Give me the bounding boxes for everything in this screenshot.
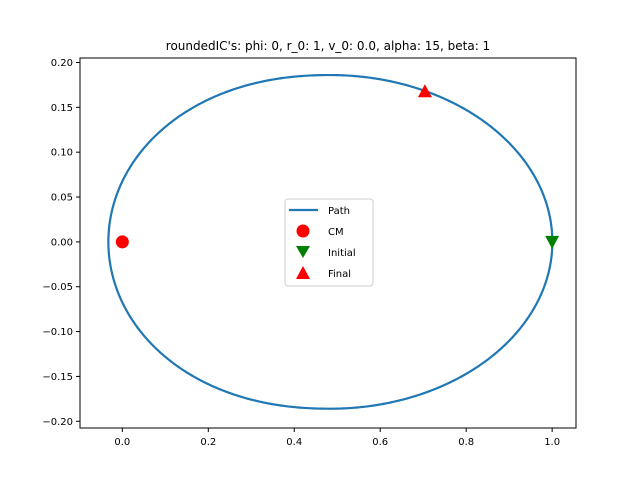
y-tick-label: 0.15: [51, 103, 73, 114]
legend-final-swatch: [296, 266, 310, 279]
marker-final: [417, 84, 432, 98]
legend-initial-swatch: [296, 246, 310, 258]
y-tick-label: −0.05: [42, 282, 73, 293]
y-tick-label: 0.20: [51, 58, 73, 69]
legend-label-initial: Initial: [328, 248, 356, 259]
legend-label-cm: CM: [328, 227, 344, 238]
chart-title: roundedIC's: phi: 0, r_0: 1, v_0: 0.0, a…: [166, 39, 490, 53]
legend-cm-swatch: [296, 224, 310, 238]
legend-label-final: Final: [328, 269, 351, 280]
plot-area: [107, 73, 560, 410]
marker-initial: [545, 235, 560, 249]
series-path-line: [107, 73, 554, 410]
marker-cm: [115, 235, 129, 249]
x-tick-label: 0.8: [458, 437, 474, 448]
y-axis-ticks: −0.20 −0.15 −0.10 −0.05 0.00 0.05 0.10 0.15 0.20: [42, 58, 80, 428]
legend: Path CM Initial Final: [284, 198, 374, 287]
x-tick-label: 1.0: [544, 437, 560, 448]
x-tick-label: 0.6: [372, 437, 388, 448]
axes-frame: [79, 57, 577, 429]
x-tick-label: 0.4: [286, 437, 302, 448]
y-tick-label: 0.00: [51, 237, 73, 248]
y-tick-label: −0.20: [42, 417, 73, 428]
x-axis-ticks: 0.0 0.2 0.4 0.6 0.8 1.0: [114, 428, 560, 448]
y-tick-label: 0.05: [51, 193, 73, 204]
series-markers: [115, 84, 560, 249]
legend-box: [284, 198, 374, 287]
y-tick-label: 0.10: [51, 148, 73, 159]
y-tick-label: −0.10: [42, 327, 73, 338]
y-tick-label: −0.15: [42, 372, 73, 383]
x-tick-label: 0.0: [114, 437, 130, 448]
legend-label-path: Path: [328, 206, 350, 217]
x-tick-label: 0.2: [200, 437, 216, 448]
